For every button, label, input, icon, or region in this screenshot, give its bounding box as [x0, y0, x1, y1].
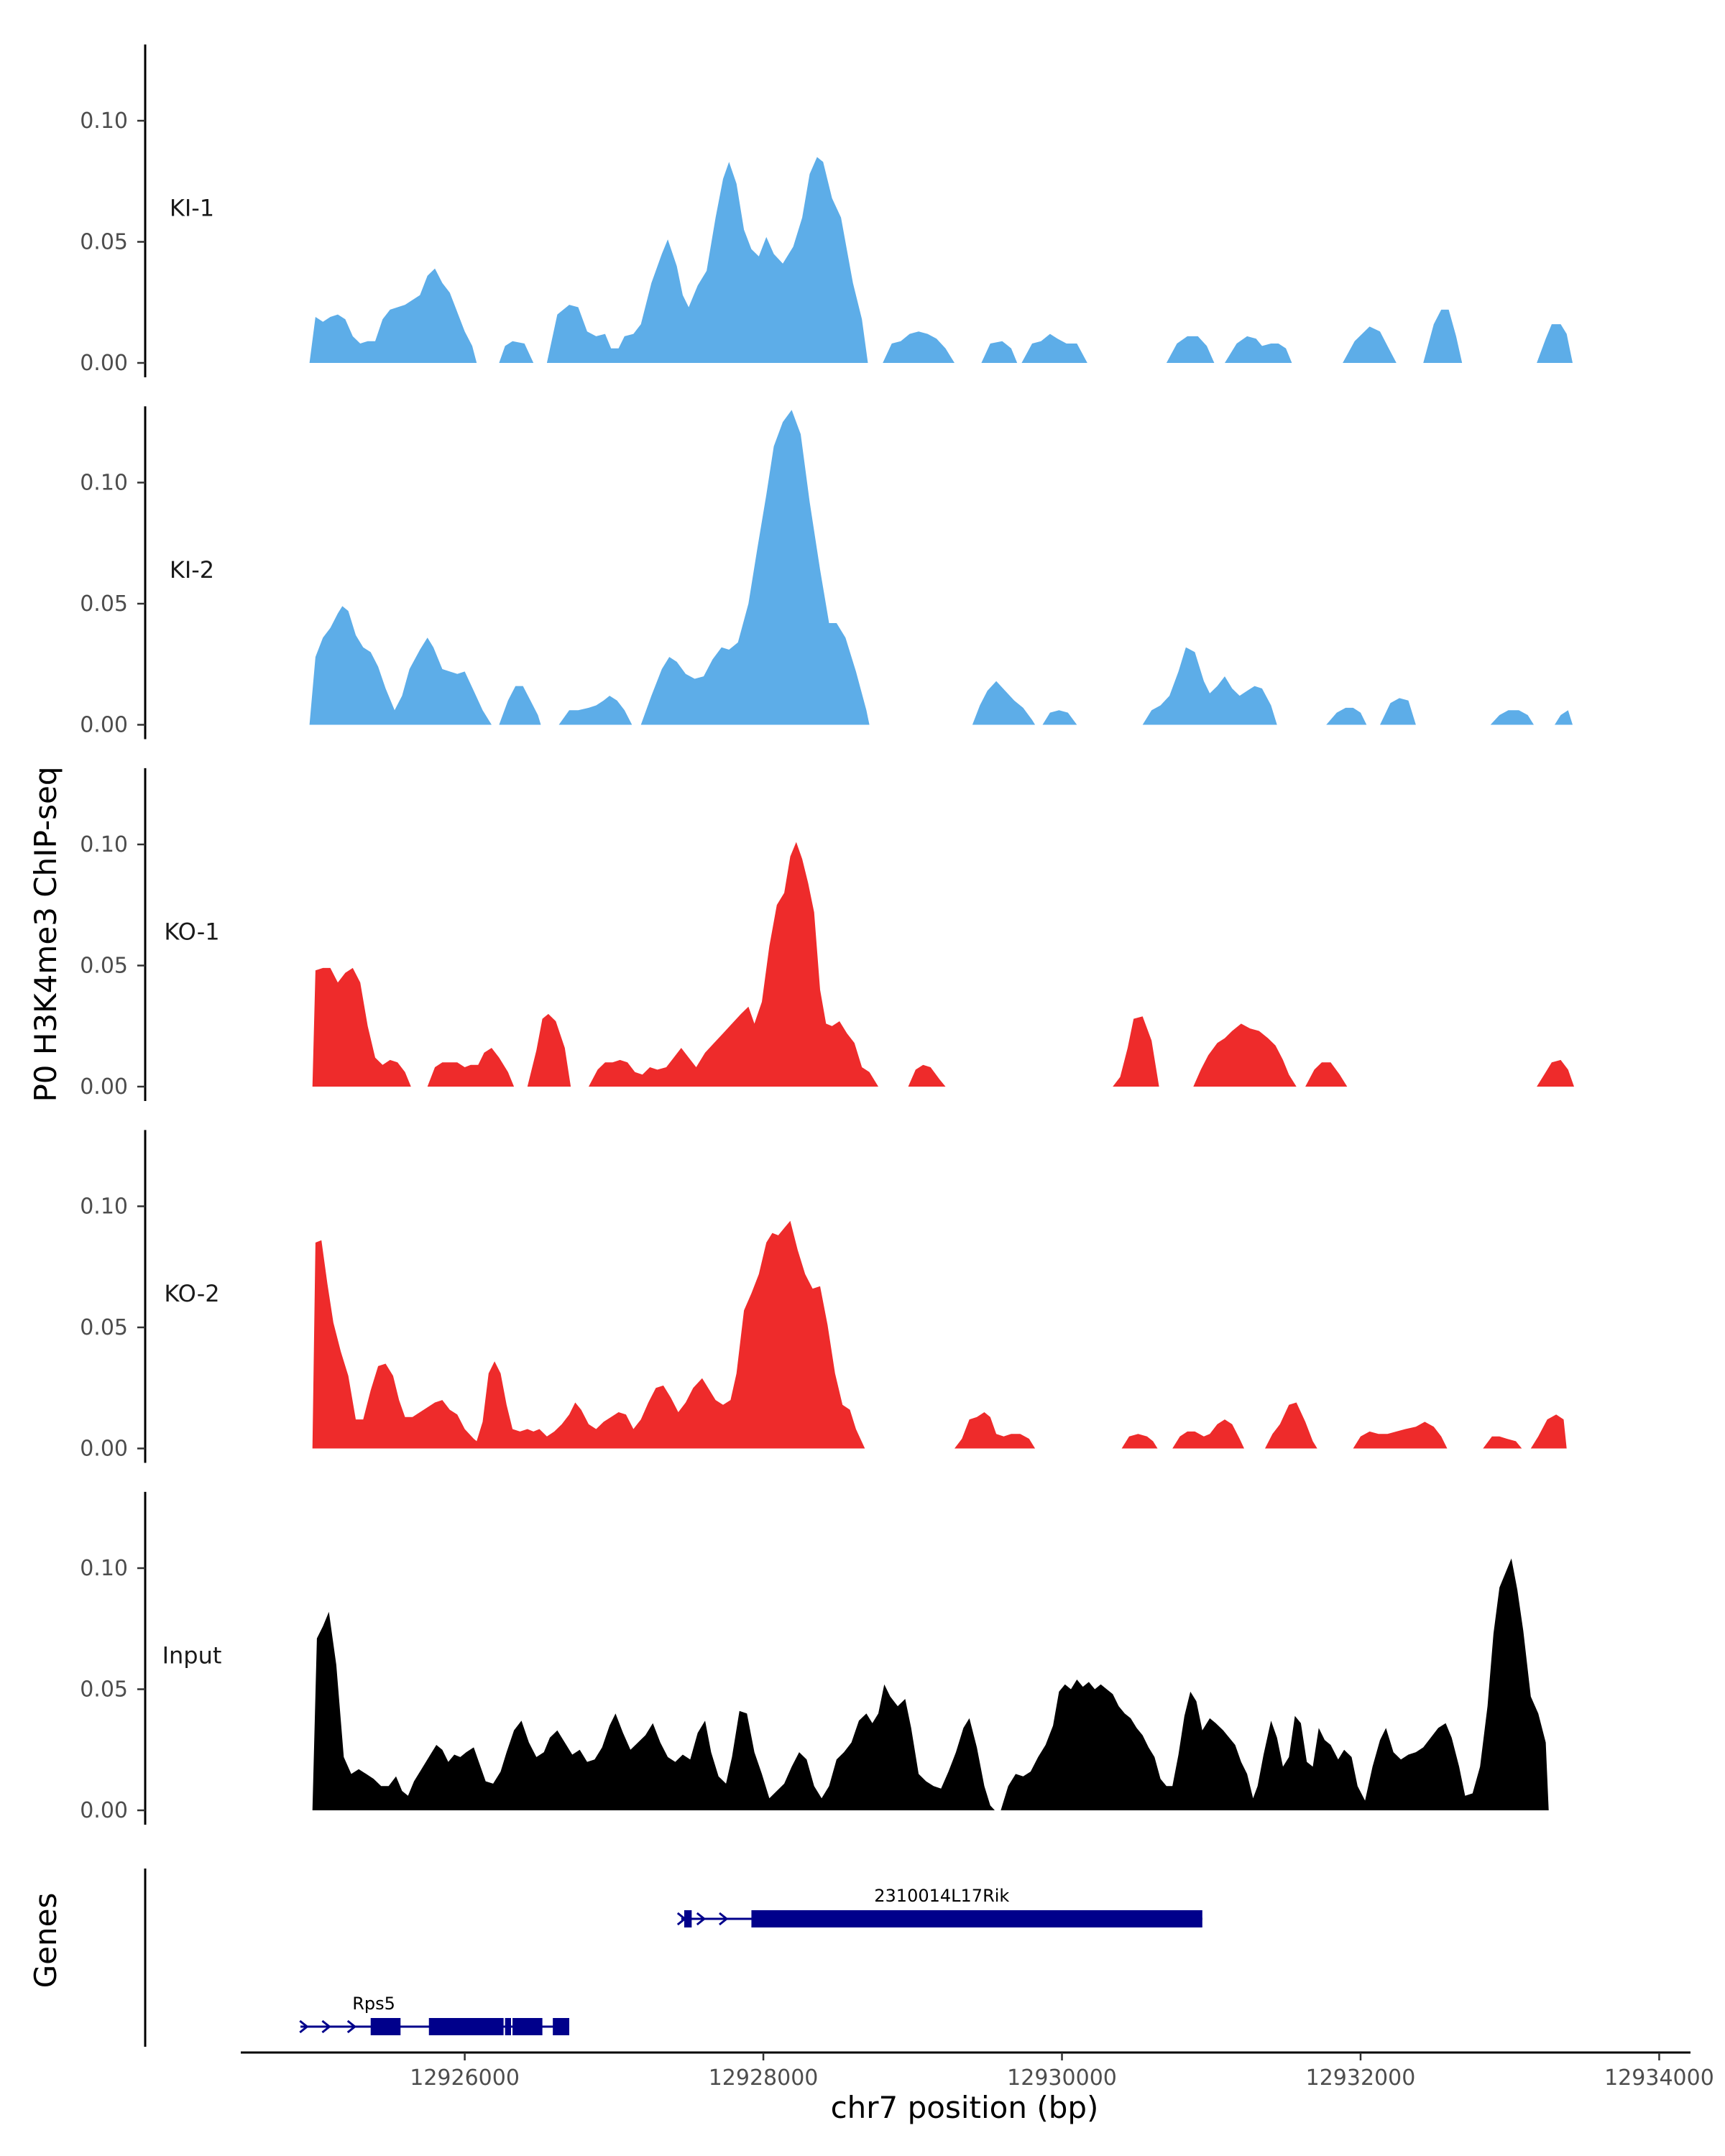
signal-area-ki-1: [1537, 324, 1573, 363]
track-label: Input: [162, 1641, 222, 1669]
track-label: KI-2: [170, 556, 214, 584]
x-axis: 12926000 12928000 12930000 12932000 12934000: [241, 2051, 1714, 2091]
x-tick-label: 12934000: [1604, 2065, 1714, 2091]
signal-area-ko-2: [1353, 1422, 1448, 1449]
signal-area-ko-1: [1193, 1023, 1297, 1087]
signal-area-ki-1: [499, 341, 534, 363]
y-tick-label: 0.05: [80, 591, 128, 617]
track-ko-2: 0.00 0.05 0.10 KO-2: [80, 1130, 1567, 1463]
y-tick-label: 0.05: [80, 1315, 128, 1340]
signal-area-ko-2: [1121, 1434, 1158, 1449]
signal-area-ki-1: [546, 157, 868, 363]
strand-arrow: [346, 2019, 357, 2034]
y-tick-label: 0.05: [80, 954, 128, 979]
y-tick-label: 0.05: [80, 1677, 128, 1703]
signal-tracks: 0.00 0.05 0.10 KI-1 0.00 0.05 0.10 KI-2 0.00 0.05…: [80, 44, 1574, 1825]
signal-area-input: [312, 1611, 995, 1810]
signal-area-ki-2: [1142, 647, 1277, 725]
gene-exon-cds: [370, 2018, 401, 2035]
signal-area-ko-1: [589, 842, 878, 1087]
y-axis-title: P0 H3K4me3 ChIP-seq: [28, 766, 63, 1102]
gene-label: 2310014L17Rik: [874, 1886, 1009, 1906]
strand-arrow: [696, 1912, 707, 1926]
signal-area-ko-1: [312, 967, 411, 1087]
x-tick-label: 12930000: [1007, 2065, 1117, 2091]
signal-area-ko-1: [1113, 1016, 1159, 1087]
signal-area-ki-2: [1042, 710, 1077, 725]
strand-arrow: [676, 1912, 687, 1926]
signal-area-ko-1: [427, 1048, 515, 1087]
track-label: KO-1: [164, 918, 219, 945]
signal-area-ko-2: [1530, 1414, 1567, 1449]
signal-area-ki-2: [1326, 707, 1367, 725]
gene-2310014l17rik: 2310014L17Rik: [676, 1886, 1202, 1927]
gene-exon-cds: [505, 2018, 511, 2035]
gene-rps5: Rps5: [299, 1994, 570, 2035]
signal-area-ki-1: [883, 331, 954, 363]
x-axis-title: chr7 position (bp): [831, 2090, 1099, 2125]
y-tick-label: 0.10: [80, 1194, 128, 1220]
gene-exon-cds: [512, 2018, 543, 2035]
track-label: KO-2: [164, 1280, 219, 1307]
signal-area-ko-2: [1483, 1436, 1522, 1449]
signal-area-ki-1: [1166, 336, 1215, 363]
x-tick-label: 12926000: [410, 2065, 520, 2091]
signal-area-ki-2: [558, 696, 632, 725]
track-ko-1: 0.00 0.05 0.10 KO-1: [80, 768, 1574, 1101]
track-input: 0.00 0.05 0.10 Input: [80, 1491, 1549, 1825]
signal-area-ki-2: [1555, 710, 1573, 725]
y-tick-label: 0.00: [80, 351, 128, 376]
signal-area-ko-2: [312, 1220, 865, 1449]
signal-area-ki-2: [499, 686, 541, 725]
signal-area-ki-1: [981, 341, 1018, 363]
signal-area-ki-1: [1343, 326, 1397, 363]
x-tick-label: 12932000: [1306, 2065, 1416, 2091]
strand-arrow: [719, 1912, 729, 1926]
gene-exon-utr: [684, 1910, 692, 1927]
y-tick-label: 0.10: [80, 1556, 128, 1581]
signal-area-ko-2: [1265, 1402, 1317, 1449]
gene-exon-utr: [553, 2018, 570, 2035]
signal-area-ki-1: [1225, 336, 1292, 363]
signal-area-ki-2: [309, 606, 492, 725]
signal-area-ko-2: [1172, 1419, 1244, 1449]
signal-area-ki-1: [1021, 333, 1087, 363]
track-label: KI-1: [170, 194, 214, 221]
genes-track-title: Genes: [28, 1893, 63, 1989]
signal-area-ki-1: [1423, 309, 1463, 363]
y-tick-label: 0.00: [80, 1074, 128, 1100]
y-tick-label: 0.00: [80, 1798, 128, 1823]
y-tick-label: 0.10: [80, 109, 128, 134]
track-ki-2: 0.00 0.05 0.10 KI-2: [80, 406, 1573, 740]
signal-area-ki-2: [972, 681, 1036, 725]
gene-exon-cds: [751, 1910, 1202, 1927]
y-tick-label: 0.10: [80, 471, 128, 496]
x-tick-label: 12928000: [709, 2065, 819, 2091]
signal-area-input: [1000, 1558, 1549, 1810]
gene-exon-cds: [428, 2018, 504, 2035]
y-tick-label: 0.10: [80, 832, 128, 857]
signal-area-ko-1: [1305, 1062, 1348, 1087]
y-tick-label: 0.00: [80, 1437, 128, 1462]
signal-area-ko-1: [1537, 1059, 1574, 1087]
gene-annotation-track: 2310014L17Rik Rps5: [144, 1869, 1202, 2047]
signal-area-ki-2: [640, 410, 870, 725]
y-tick-label: 0.05: [80, 230, 128, 255]
strand-arrow: [321, 2019, 331, 2034]
strand-arrow: [299, 2019, 309, 2034]
signal-area-ko-1: [527, 1013, 571, 1087]
track-ki-1: 0.00 0.05 0.10 KI-1: [80, 44, 1573, 377]
y-tick-label: 0.00: [80, 713, 128, 738]
signal-area-ki-2: [1490, 710, 1534, 725]
signal-area-ko-2: [954, 1412, 1036, 1449]
signal-area-ki-1: [309, 268, 477, 363]
signal-area-ko-1: [908, 1064, 946, 1087]
signal-area-ki-2: [1380, 698, 1416, 725]
gene-label: Rps5: [352, 1994, 395, 2014]
